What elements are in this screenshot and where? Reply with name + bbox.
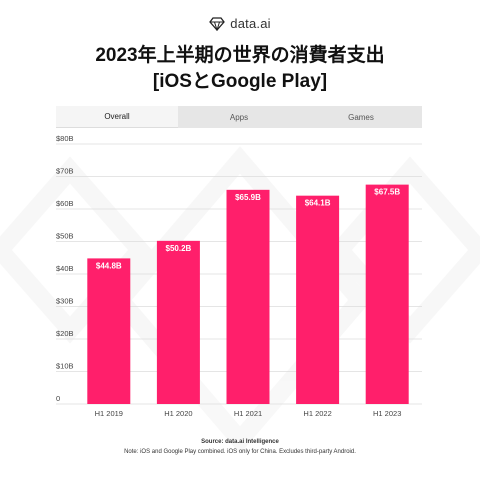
y-tick-label: $10B [56,362,74,371]
x-tick-label: H1 2019 [95,409,123,418]
brand-logo: data.ai [0,16,480,31]
tab-games[interactable]: Games [300,106,422,128]
bar-data-label: $44.8B [96,261,122,270]
bar-data-label: $65.9B [235,193,261,202]
y-tick-label: $80B [56,134,74,143]
bar-data-label: $50.2B [166,244,192,253]
note-text: Note: iOS and Google Play combined. iOS … [124,449,356,455]
bar-data-label: $67.5B [374,188,400,197]
y-tick-label: $40B [56,264,74,273]
y-tick-label: $20B [56,329,74,338]
bar [87,258,131,404]
bar [156,240,200,404]
bar [226,189,270,404]
y-tick-label: 0 [56,394,60,403]
page-title: 2023年上半期の世界の消費者支出 [95,45,385,66]
page-subtitle: [iOSとGoogle Play] [152,71,328,92]
x-tick-label: H1 2023 [373,409,401,418]
x-tick-label: H1 2022 [303,409,331,418]
y-tick-label: $70B [56,167,74,176]
diamond-logo-icon [209,16,226,31]
tab-apps[interactable]: Apps [178,106,300,128]
tab-bar: Overall Apps Games [56,106,422,128]
brand-name: data.ai [230,16,271,31]
tab-overall[interactable]: Overall [56,106,178,128]
bar [365,184,409,404]
x-tick-label: H1 2021 [234,409,262,418]
source-text: Source: data.ai Intelligence [201,439,279,445]
y-tick-label: $30B [56,297,74,306]
y-tick-label: $60B [56,199,74,208]
bar [296,195,340,404]
y-tick-label: $50B [56,232,74,241]
x-tick-label: H1 2020 [164,409,192,418]
bar-data-label: $64.1B [305,199,331,208]
